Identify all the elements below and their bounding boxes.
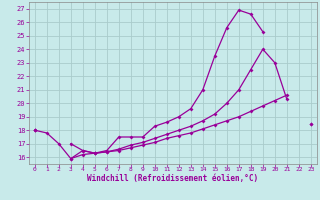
X-axis label: Windchill (Refroidissement éolien,°C): Windchill (Refroidissement éolien,°C)	[87, 174, 258, 183]
